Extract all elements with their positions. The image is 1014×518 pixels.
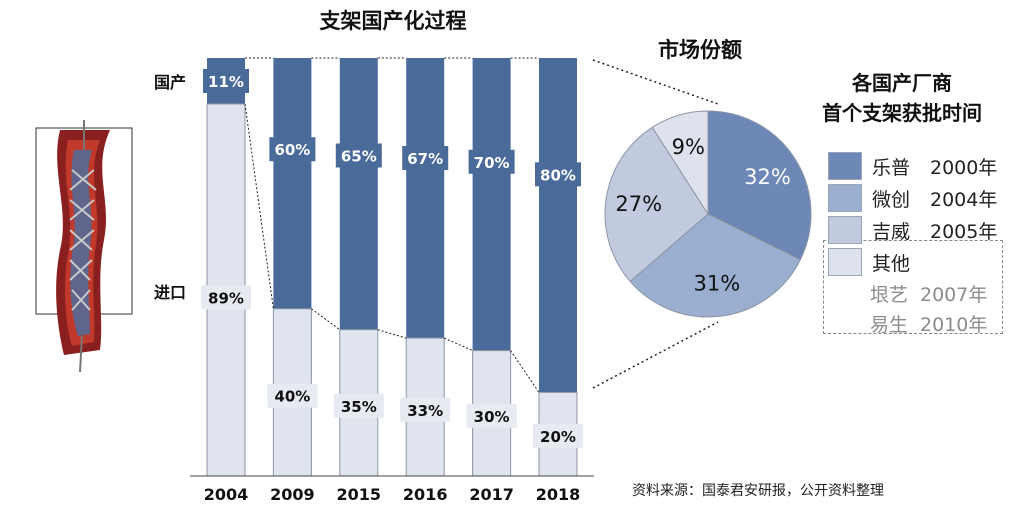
legend-other-item: 易生 2010年 [828,308,1008,338]
stent-illustration [35,120,133,373]
legend-item: 乐普 2000年 [828,150,1008,182]
data-label-imported: 33% [407,402,443,420]
data-label-imported: 30% [474,408,510,426]
legend-item-year: 2004年 [930,188,998,211]
pie-chart: 市场份额 32% 31% 27% 9% [604,38,812,318]
data-label-domestic: 11% [208,73,244,91]
x-tick-label: 2017 [469,485,514,504]
data-label-bg [533,423,583,448]
legend-swatch [828,184,862,212]
x-tick-label: 2004 [204,485,249,504]
x-tick-label: 2009 [270,485,315,504]
data-label-bg [269,137,316,162]
data-label-imported: 89% [208,289,244,307]
source-note: 资料来源：国泰君安研报，公开资料整理 [632,483,884,499]
connector-line-top [592,59,719,105]
legend-item: 微创 2004年 [828,182,1008,214]
pie-slice-label: 9% [672,135,705,159]
bar-segment-domestic [472,58,511,351]
bar-connector-line [244,103,274,309]
pie-chart-title: 市场份额 [658,38,742,62]
data-label-domestic: 70% [474,154,510,172]
data-label-bg [402,146,449,171]
legend-title-line1: 各国产厂商 [852,71,952,95]
legend-title: 各国产厂商 首个支架获批时间 [790,68,1014,128]
data-label-bg [267,383,318,408]
bar-chart-title: 支架国产化过程 [320,9,467,33]
pie-slice-label: 31% [694,272,741,296]
legend-others-box [823,240,1003,334]
pie-slice [604,126,709,283]
legend-swatch [828,248,862,276]
legend-item-name: 其他 [872,252,911,275]
pie-slice-label: 27% [615,192,662,216]
pie-slice-label: 32% [744,165,791,189]
data-label-bg [203,68,249,93]
bar-label-domestic: 国产 [154,73,186,92]
x-tick-label: 2016 [403,485,448,504]
bar-connector-line [377,329,407,339]
data-label-imported: 20% [540,428,576,446]
x-tick-label: 2015 [337,485,382,504]
data-label-bg [535,162,581,187]
bar-connector-line [311,308,341,331]
legend-item-year: 2005年 [930,220,998,243]
legend-other-name: 易生 [870,313,909,336]
bar-segment-domestic [273,58,312,309]
pie-slice [629,213,801,318]
bar-segment-domestic [406,58,445,339]
bar-connector-line [510,350,540,393]
legend-item-year: 2000年 [930,156,998,179]
legend-item-name: 吉威 [872,220,911,243]
legend-swatch [828,216,862,244]
data-label-bg [468,149,515,174]
data-label-domestic: 67% [407,150,443,168]
connector-line-bottom [592,321,719,389]
legend-item-name: 乐普 [872,156,911,179]
data-label-bg [333,393,384,418]
legend-item: 其他 [828,246,1008,278]
bar-chart: 支架国产化过程 国产 进口 11% 89% 2004 60% 40% 2009 65% 35%… [154,9,594,504]
bar-label-imported: 进口 [154,283,186,302]
legend-swatch [828,152,862,180]
legend-other-item: 垠艺 2007年 [828,278,1008,308]
legend-title-line2: 首个支架获批时间 [822,101,982,125]
data-label-domestic: 80% [540,166,576,184]
legend-other-year: 2007年 [920,283,988,306]
legend-other-name: 垠艺 [870,283,909,306]
legend: 乐普 2000年 微创 2004年 吉威 2005年 其他 垠艺 2007年 易… [828,150,1008,338]
data-label-imported: 35% [341,398,377,416]
data-label-domestic: 60% [274,141,310,159]
bar-connector-line [443,337,473,352]
pie-slice [707,110,812,261]
data-label-bg [335,143,382,168]
data-label-domestic: 65% [341,148,377,166]
data-label-bg [201,285,251,310]
bar-segment-domestic [539,58,577,393]
data-label-bg [400,397,451,422]
bar-segment-domestic [339,58,378,330]
legend-item: 吉威 2005年 [828,214,1008,246]
x-tick-label: 2018 [536,485,581,504]
legend-other-year: 2010年 [920,313,988,336]
legend-item-name: 微创 [872,188,911,211]
pie-slice [651,110,709,216]
data-label-imported: 40% [274,388,310,406]
data-label-bg [466,403,517,428]
